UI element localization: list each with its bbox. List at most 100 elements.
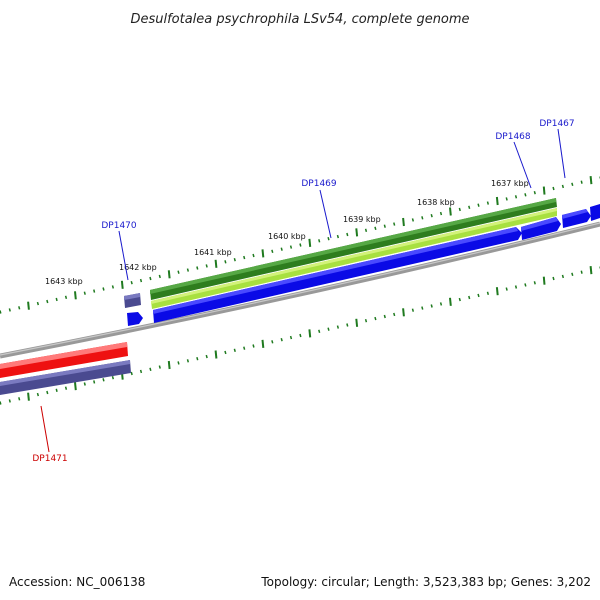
inner-tick-mark: [289, 335, 293, 340]
dp1467-leader-line: [557, 128, 566, 179]
inner-tick-mark: [505, 287, 508, 291]
inner-tick-mark: [571, 272, 574, 276]
inner-tick-mark: [449, 297, 452, 306]
outer-tick-mark: [120, 280, 124, 289]
outer-tick-mark: [280, 247, 283, 251]
outer-tick-mark: [233, 258, 236, 262]
dp1469-leader-line: [319, 189, 332, 239]
outer-tick-mark: [55, 297, 58, 302]
inner-tick-mark: [458, 297, 461, 302]
inner-tick-mark: [561, 274, 565, 279]
outer-tick-mark: [421, 216, 424, 220]
outer-tick-mark: [308, 238, 312, 247]
outer-tick-mark: [327, 237, 330, 241]
gene-label-dp1469[interactable]: DP1469: [301, 179, 337, 189]
inner-tick-mark: [411, 308, 415, 312]
outer-tick-mark: [149, 276, 152, 281]
inner-tick-mark: [542, 276, 546, 285]
outer-tick-mark: [36, 301, 40, 306]
inner-tick-mark: [308, 329, 312, 338]
outer-tick-mark: [589, 176, 593, 185]
gene-label-dp1471[interactable]: DP1471: [32, 454, 67, 464]
outer-tick-mark: [561, 184, 565, 189]
gene-label-dp1467[interactable]: DP1467: [539, 119, 574, 129]
inner-tick-mark: [196, 357, 199, 361]
inner-tick-mark: [589, 266, 593, 275]
inner-tick-mark: [524, 283, 527, 287]
inner-tick-mark: [552, 276, 555, 281]
outer-tick-mark: [552, 186, 555, 191]
outer-tick-mark: [458, 207, 461, 212]
genome-backbone: [0, 221, 600, 359]
tick-label-1637: 1637 kbp: [491, 179, 529, 188]
inner-tick-mark: [402, 308, 405, 317]
outer-tick-mark: [186, 268, 190, 272]
inner-tick-mark: [177, 361, 180, 365]
inner-tick-mark: [111, 376, 115, 380]
inner-tick-mark: [93, 380, 96, 384]
inner-tick-mark: [74, 382, 77, 391]
outer-tick-mark: [542, 186, 546, 195]
inner-tick-mark: [0, 401, 2, 405]
outer-tick-mark: [524, 193, 527, 197]
feature-edge-cds[interactable]: [590, 204, 600, 221]
outer-tick-mark: [139, 278, 143, 283]
map-title: Desulfotalea psychrophila LSv54, complet…: [130, 12, 469, 27]
outer-tick-mark: [355, 228, 359, 237]
inner-tick-mark: [383, 314, 386, 319]
outer-tick-mark: [393, 222, 396, 226]
inner-tick-mark: [46, 390, 49, 395]
inner-tick-mark: [158, 365, 161, 369]
inner-tick-mark: [55, 388, 58, 392]
feature-dp1470-cds[interactable]: [127, 312, 143, 326]
outer-tick-mark: [364, 228, 368, 232]
outer-tick-mark: [177, 270, 180, 274]
outer-tick-mark: [214, 259, 218, 268]
dp1468-leader-line: [513, 141, 532, 189]
inner-tick-mark: [486, 291, 490, 295]
inner-tick-mark: [186, 359, 190, 363]
inner-tick-mark: [318, 329, 321, 333]
outer-tick-mark: [495, 196, 499, 206]
inner-tick-mark: [36, 392, 40, 397]
inner-tick-mark: [468, 295, 471, 300]
outer-tick-mark: [411, 218, 415, 222]
outer-tick-mark: [158, 274, 161, 279]
inner-tick-mark: [83, 382, 86, 386]
dp1470-leader-line: [118, 230, 129, 281]
outer-tick-mark: [271, 249, 274, 253]
outer-tick-mark: [580, 180, 583, 184]
outer-tick-mark: [430, 214, 433, 218]
outer-tick-mark: [299, 243, 302, 247]
outer-tick-mark: [289, 245, 293, 249]
outer-tick-mark: [533, 191, 536, 195]
inner-tick-mark: [214, 350, 218, 359]
outer-tick-mark: [402, 217, 405, 227]
outer-tick-mark: [83, 291, 86, 295]
inner-tick-mark: [64, 386, 68, 390]
tick-label-1642: 1642 kbp: [119, 263, 157, 272]
inner-tick-mark: [327, 327, 330, 331]
inner-tick-mark: [533, 281, 536, 285]
outer-tick-mark: [449, 207, 452, 216]
inner-tick-mark: [27, 392, 30, 401]
outer-tick-mark: [439, 211, 443, 216]
outer-tick-mark: [346, 232, 349, 237]
gene-label-dp1470[interactable]: DP1470: [101, 221, 137, 231]
inner-tick-mark: [271, 340, 274, 344]
outer-tick-mark: [318, 239, 321, 243]
inner-tick-mark: [336, 325, 340, 329]
dp1471-leader-line: [40, 405, 50, 453]
inner-tick-mark: [243, 346, 246, 350]
genome-summary-text: Topology: circular; Length: 3,523,383 bp…: [260, 575, 591, 589]
outer-tick-mark: [196, 266, 199, 270]
gene-label-dp1468[interactable]: DP1468: [495, 132, 531, 142]
inner-tick-mark: [477, 293, 480, 298]
inner-tick-mark: [261, 339, 265, 348]
tick-label-1640: 1640 kbp: [268, 232, 306, 241]
outer-tick-ring: [0, 176, 600, 314]
inner-tick-mark: [233, 348, 236, 352]
outer-tick-mark: [93, 289, 96, 293]
outer-tick-mark: [0, 310, 2, 314]
inner-tick-mark: [346, 323, 349, 327]
